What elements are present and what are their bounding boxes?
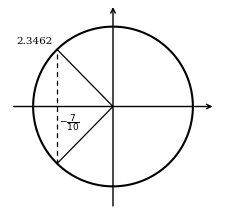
Text: $-\dfrac{7}{10}$: $-\dfrac{7}{10}$ [58, 112, 79, 133]
Text: 2.3462: 2.3462 [17, 37, 53, 46]
